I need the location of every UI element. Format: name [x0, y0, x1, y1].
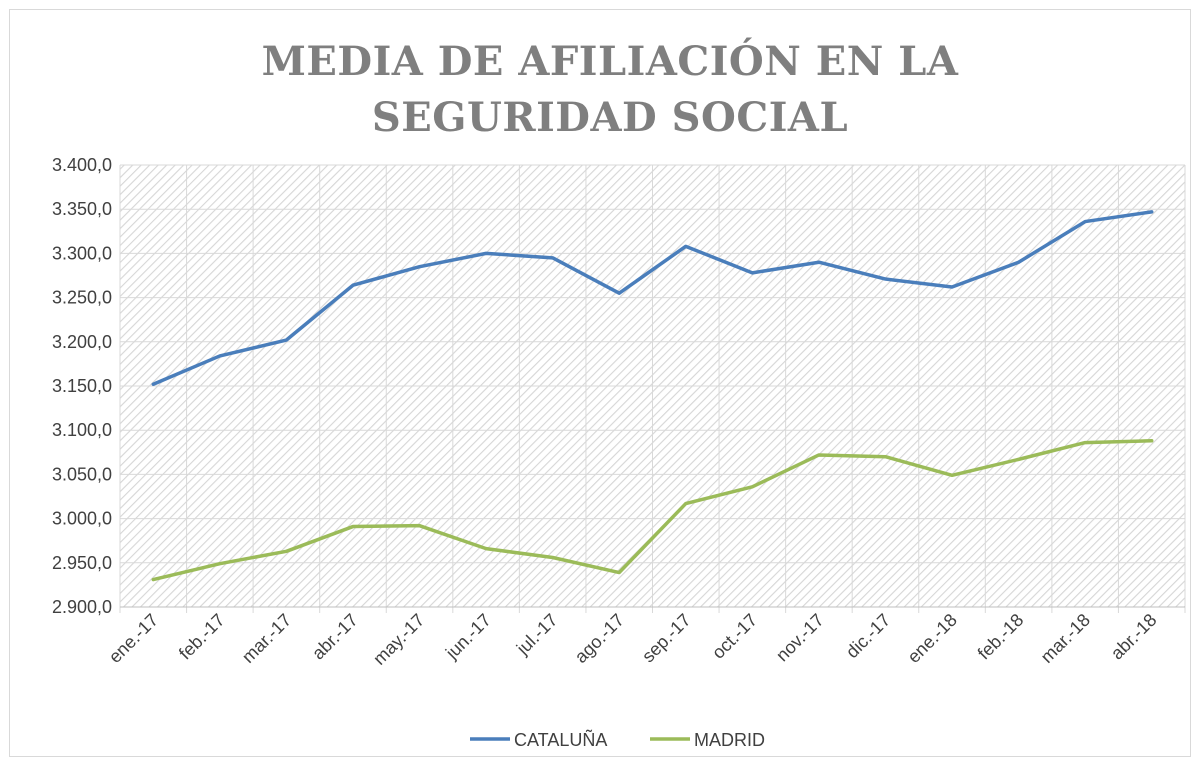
y-tick-label: 3.400,0 — [52, 155, 112, 175]
legend-label: CATALUÑA — [514, 729, 607, 750]
x-tick-label: feb.-18 — [974, 610, 1028, 664]
x-tick-label: mar.-17 — [238, 610, 295, 667]
x-tick-label: feb.-17 — [175, 610, 229, 664]
x-tick-label: oct.-17 — [708, 610, 761, 663]
y-tick-label: 3.300,0 — [52, 243, 112, 263]
x-tick-label: ago.-17 — [571, 610, 628, 667]
x-tick-label: ene.-17 — [105, 610, 162, 667]
y-tick-label: 2.950,0 — [52, 553, 112, 573]
y-tick-label: 3.350,0 — [52, 199, 112, 219]
x-tick-label: may.-17 — [369, 610, 428, 669]
series-line — [151, 210, 1154, 386]
y-tick-label: 3.050,0 — [52, 464, 112, 484]
x-tick-label: abr.-17 — [308, 610, 362, 664]
y-tick-label: 2.900,0 — [52, 597, 112, 617]
x-tick-label: dic.-17 — [842, 610, 894, 662]
chart-title: MEDIA DE AFILIACIÓN EN LA SEGURIDAD SOCI… — [261, 38, 959, 141]
x-tick-label: sep.-17 — [638, 610, 695, 667]
y-tick-label: 3.000,0 — [52, 509, 112, 529]
y-tick-label: 3.250,0 — [52, 288, 112, 308]
x-tick-label: jun.-17 — [441, 610, 495, 664]
x-tick-label: jul.-17 — [512, 610, 562, 660]
series-line — [151, 439, 1154, 582]
x-tick-label: mar.-18 — [1037, 610, 1094, 667]
x-tick-label: ene.-18 — [904, 610, 961, 667]
x-tick-label: nov.-17 — [772, 610, 828, 666]
chart-frame — [9, 9, 1191, 757]
y-tick-label: 3.200,0 — [52, 332, 112, 352]
legend-label: MADRID — [694, 730, 765, 750]
y-tick-label: 3.100,0 — [52, 420, 112, 440]
y-tick-label: 3.150,0 — [52, 376, 112, 396]
x-tick-label: abr.-18 — [1107, 610, 1161, 664]
